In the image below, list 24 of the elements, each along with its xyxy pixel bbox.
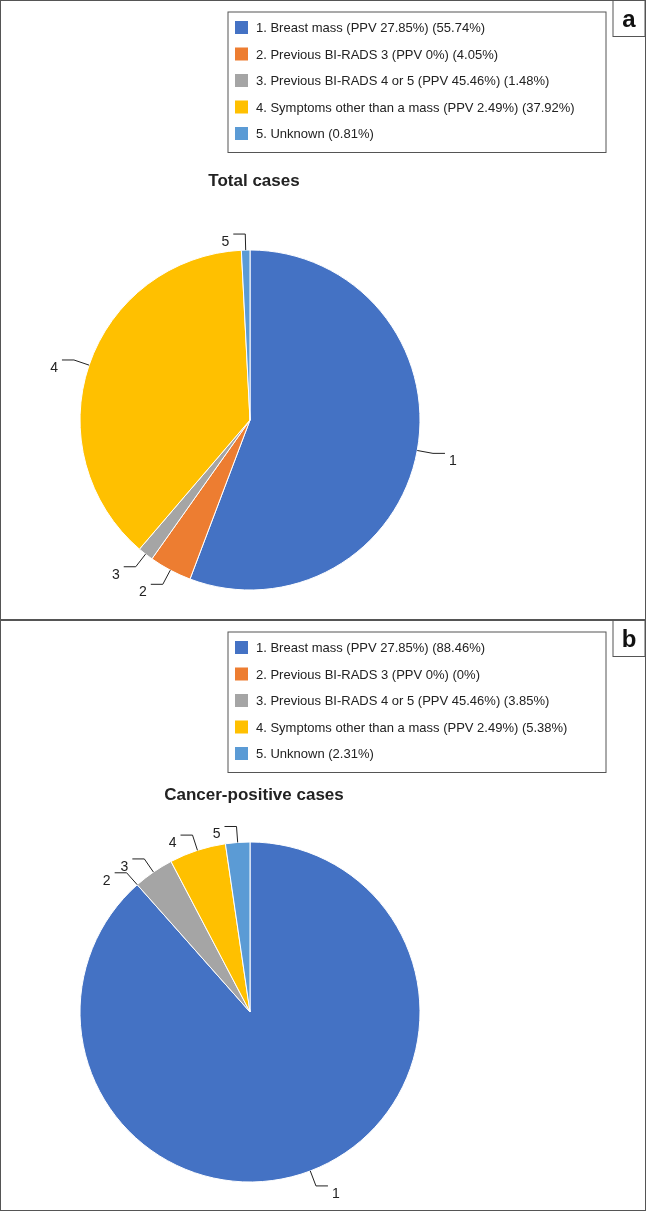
text: 5 — [221, 233, 230, 250]
legend-label: 1. Breast mass (PPV 27.85%) (88.46%) — [256, 640, 486, 655]
legend-label: 3. Previous BI-RADS 4 or 5 (PPV 45.46%) (1.48%) — [256, 73, 550, 88]
text: Cancer-positive cases — [164, 785, 344, 804]
text: 4 — [168, 834, 177, 851]
text: 5 — [212, 825, 221, 842]
legend-label: 5. Unknown (0.81%) — [256, 126, 374, 141]
legend-label: 4. Symptoms other than a mass (PPV 2.49%) (5.38%) — [256, 719, 568, 735]
text: 3 — [111, 565, 120, 582]
text: 1 — [331, 1184, 340, 1201]
legend-label: 2. Previous BI-RADS 3 (PPV 0%) (0%) — [256, 666, 480, 682]
legend-label: 1. Breast mass (PPV 27.85%) (55.74%) — [256, 20, 486, 35]
text: 1 — [448, 452, 457, 469]
legend-label: 4. Symptoms other than a mass (PPV 2.49%) (37.92%) — [256, 99, 575, 115]
text: b — [621, 625, 637, 652]
legend-label: 3. Previous BI-RADS 4 or 5 (PPV 45.46%) (3.85%) — [256, 693, 550, 708]
text: a — [622, 5, 637, 32]
text: 2 — [102, 871, 111, 888]
text: 4 — [50, 358, 58, 375]
legend-label: 2. Previous BI-RADS 3 (PPV 0%) (4.05%) — [256, 46, 499, 62]
text: 3 — [120, 857, 129, 874]
legend-label: 5. Unknown (2.31%) — [256, 746, 374, 761]
text: 2 — [139, 583, 147, 600]
text: Total cases — [208, 171, 300, 190]
